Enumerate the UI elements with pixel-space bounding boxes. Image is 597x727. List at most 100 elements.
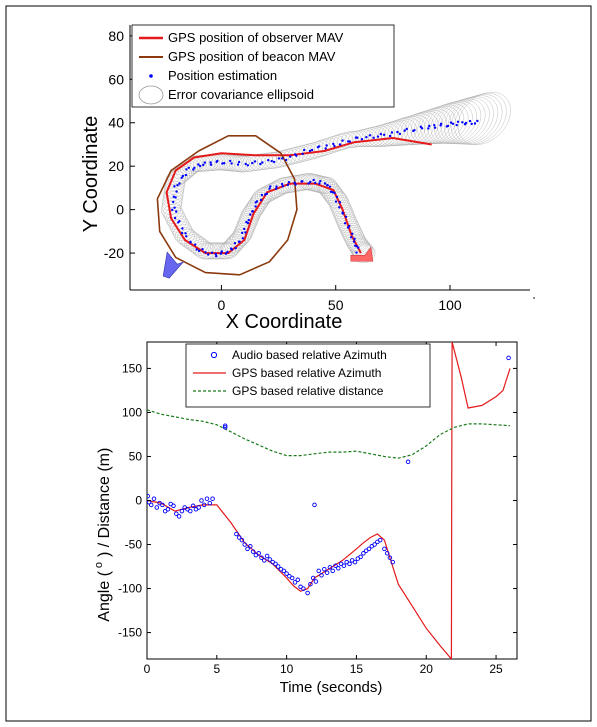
estimation-point bbox=[309, 180, 312, 184]
covariance-ellipse bbox=[316, 177, 337, 195]
estimation-point bbox=[234, 247, 237, 250]
estimation-point bbox=[253, 160, 257, 163]
audio-azimuth-point bbox=[305, 590, 310, 596]
estimation-point bbox=[353, 237, 356, 240]
covariance-ellipse bbox=[202, 242, 224, 260]
audio-azimuth-point bbox=[506, 355, 511, 361]
estimation-point bbox=[439, 124, 442, 127]
y-tick-label: 40 bbox=[108, 115, 124, 131]
estimation-point bbox=[368, 134, 372, 137]
audio-azimuth-point bbox=[310, 575, 316, 581]
covariance-ellipse bbox=[404, 110, 443, 145]
estimation-point bbox=[455, 123, 458, 127]
estimation-point bbox=[241, 231, 244, 235]
audio-azimuth-point bbox=[341, 563, 347, 568]
audio-azimuth-point bbox=[384, 551, 390, 556]
y-tick-label: 60 bbox=[108, 71, 124, 87]
estimation-point bbox=[215, 254, 218, 258]
audio-azimuth-point bbox=[358, 554, 363, 560]
legend-label-estimation: Position estimation bbox=[168, 68, 277, 83]
covariance-ellipse bbox=[314, 176, 335, 194]
estimation-point bbox=[403, 129, 406, 132]
estimation-point bbox=[412, 129, 415, 133]
estimation-point bbox=[249, 213, 252, 216]
covariance-ellipse bbox=[324, 187, 345, 205]
covariance-ellipse bbox=[240, 208, 261, 225]
estimation-point bbox=[301, 180, 304, 183]
audio-azimuth-point bbox=[295, 577, 301, 583]
estimation-point bbox=[181, 174, 185, 178]
covariance-ellipse bbox=[349, 238, 370, 256]
audio-azimuth-point bbox=[174, 511, 179, 516]
y-axis-label-angle: Angle ( o ) / Distance (m) bbox=[93, 448, 113, 622]
estimation-point bbox=[223, 162, 226, 165]
estimation-point bbox=[354, 136, 358, 139]
x-axis-label-time: Time (seconds) bbox=[280, 679, 383, 696]
estimation-point bbox=[229, 159, 232, 163]
audio-azimuth-point bbox=[199, 498, 204, 503]
covariance-ellipse bbox=[434, 99, 482, 144]
audio-azimuth-point bbox=[147, 493, 150, 499]
covariance-ellipse bbox=[417, 105, 460, 144]
covariance-ellipse bbox=[249, 192, 271, 209]
covariance-ellipse bbox=[229, 155, 250, 172]
y-tick-label: -20 bbox=[104, 245, 124, 261]
estimation-point bbox=[303, 148, 306, 152]
estimation-point bbox=[355, 251, 358, 254]
estimation-point bbox=[352, 240, 356, 243]
estimation-point bbox=[390, 131, 394, 134]
audio-azimuth-point bbox=[160, 502, 165, 508]
trajectory-series bbox=[156, 119, 479, 276]
estimation-point bbox=[312, 178, 315, 182]
y-tick-label: 50 bbox=[129, 449, 143, 463]
estimation-point bbox=[323, 182, 327, 185]
trajectory-ticks: 0 50 100 80 60 40 20 0 -20 bbox=[104, 28, 462, 313]
estimation-point bbox=[365, 136, 368, 139]
audio-azimuth-point bbox=[387, 555, 393, 560]
covariance-ellipse bbox=[231, 155, 252, 173]
audio-azimuth-point bbox=[267, 557, 273, 562]
covariance-ellipse bbox=[246, 197, 267, 215]
estimation-point bbox=[230, 162, 233, 165]
covariance-ellipse bbox=[242, 203, 263, 221]
estimation-point bbox=[192, 168, 195, 171]
covariance-ellipse bbox=[237, 215, 258, 232]
estimation-point bbox=[259, 198, 263, 202]
estimation-point bbox=[172, 195, 175, 198]
estimation-point bbox=[244, 231, 247, 234]
covariance-ellipse bbox=[451, 94, 503, 145]
estimation-point bbox=[214, 252, 217, 256]
estimation-point bbox=[348, 140, 352, 143]
azimuth-time-chart: 0 5 10 15 20 25 150 100 50 0 -50 -100 -150 Time (sec… bbox=[93, 341, 518, 696]
observer-mav-marker bbox=[350, 246, 374, 262]
beacon-mav-marker bbox=[162, 251, 185, 279]
estimation-point bbox=[209, 161, 212, 164]
estimation-point bbox=[221, 162, 224, 165]
estimation-point bbox=[338, 206, 341, 209]
covariance-ellipse bbox=[216, 153, 237, 171]
y-tick-label: -50 bbox=[125, 538, 143, 552]
audio-azimuth-point bbox=[201, 502, 207, 508]
covariance-ellipse bbox=[427, 101, 473, 144]
audio-azimuth-point bbox=[319, 573, 324, 578]
estimation-point bbox=[451, 122, 455, 126]
audio-azimuth-point bbox=[336, 566, 341, 571]
estimation-point bbox=[351, 232, 354, 235]
audio-azimuth-point bbox=[242, 542, 247, 547]
estimation-point bbox=[177, 221, 180, 224]
estimation-point bbox=[226, 250, 229, 254]
audio-azimuth-point bbox=[165, 507, 171, 512]
estimation-point bbox=[316, 146, 320, 149]
estimation-point bbox=[172, 200, 175, 204]
audio-azimuth-point bbox=[327, 565, 333, 570]
estimation-point bbox=[255, 200, 259, 203]
estimation-point bbox=[267, 159, 270, 162]
covariance-ellipse bbox=[177, 229, 198, 246]
estimation-point bbox=[187, 166, 190, 169]
beacon-gps-line bbox=[156, 135, 298, 276]
estimation-point bbox=[318, 182, 321, 185]
estimation-point bbox=[293, 153, 297, 156]
estimation-point bbox=[324, 147, 327, 150]
audio-azimuth-point bbox=[222, 425, 228, 430]
estimation-point bbox=[335, 195, 339, 199]
